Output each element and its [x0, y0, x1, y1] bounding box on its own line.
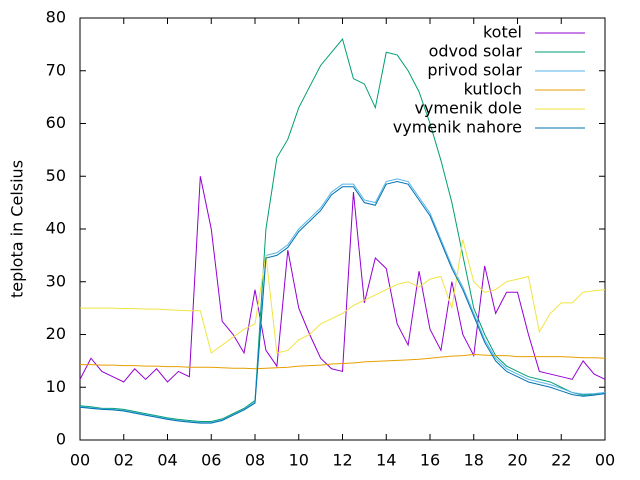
- x-tick-label: 22: [551, 451, 571, 470]
- legend-label: privod solar: [427, 61, 522, 80]
- y-tick-label: 0: [56, 430, 66, 449]
- y-axis-label: teplota in Celsius: [8, 160, 27, 298]
- y-tick-label: 70: [46, 60, 66, 79]
- x-tick-label: 06: [201, 451, 221, 470]
- x-tick-label: 00: [595, 451, 615, 470]
- series-line: [79, 38, 606, 423]
- x-tick-label: 16: [420, 451, 440, 470]
- legend-label: vymenik nahore: [393, 118, 522, 137]
- series-line: [80, 354, 606, 370]
- y-tick-label: 20: [46, 324, 66, 343]
- x-tick-label: 08: [245, 451, 265, 470]
- y-tick-label: 80: [46, 8, 66, 27]
- legend-label: kutloch: [464, 80, 522, 99]
- series-line: [79, 178, 606, 424]
- x-tick-label: 02: [114, 451, 134, 470]
- y-tick-label: 30: [46, 271, 66, 290]
- legend-label: kotel: [483, 23, 522, 42]
- y-tick-label: 10: [46, 377, 66, 396]
- x-tick-label: 04: [157, 451, 177, 470]
- x-tick-label: 18: [464, 451, 484, 470]
- plot-frame: [79, 17, 606, 441]
- x-tick-label: 14: [376, 451, 396, 470]
- series-line: [79, 176, 606, 383]
- x-tick-label: 00: [70, 451, 90, 470]
- legend-label: odvod solar: [429, 42, 523, 61]
- series-line: [79, 181, 606, 424]
- y-tick-label: 50: [46, 166, 66, 185]
- x-tick-label: 20: [507, 451, 527, 470]
- x-tick-label: 12: [332, 451, 352, 470]
- y-tick-label: 60: [46, 113, 66, 132]
- legend-label: vymenik dole: [414, 99, 522, 118]
- y-tick-label: 40: [46, 219, 66, 238]
- series-line: [80, 239, 606, 354]
- x-tick-label: 10: [289, 451, 309, 470]
